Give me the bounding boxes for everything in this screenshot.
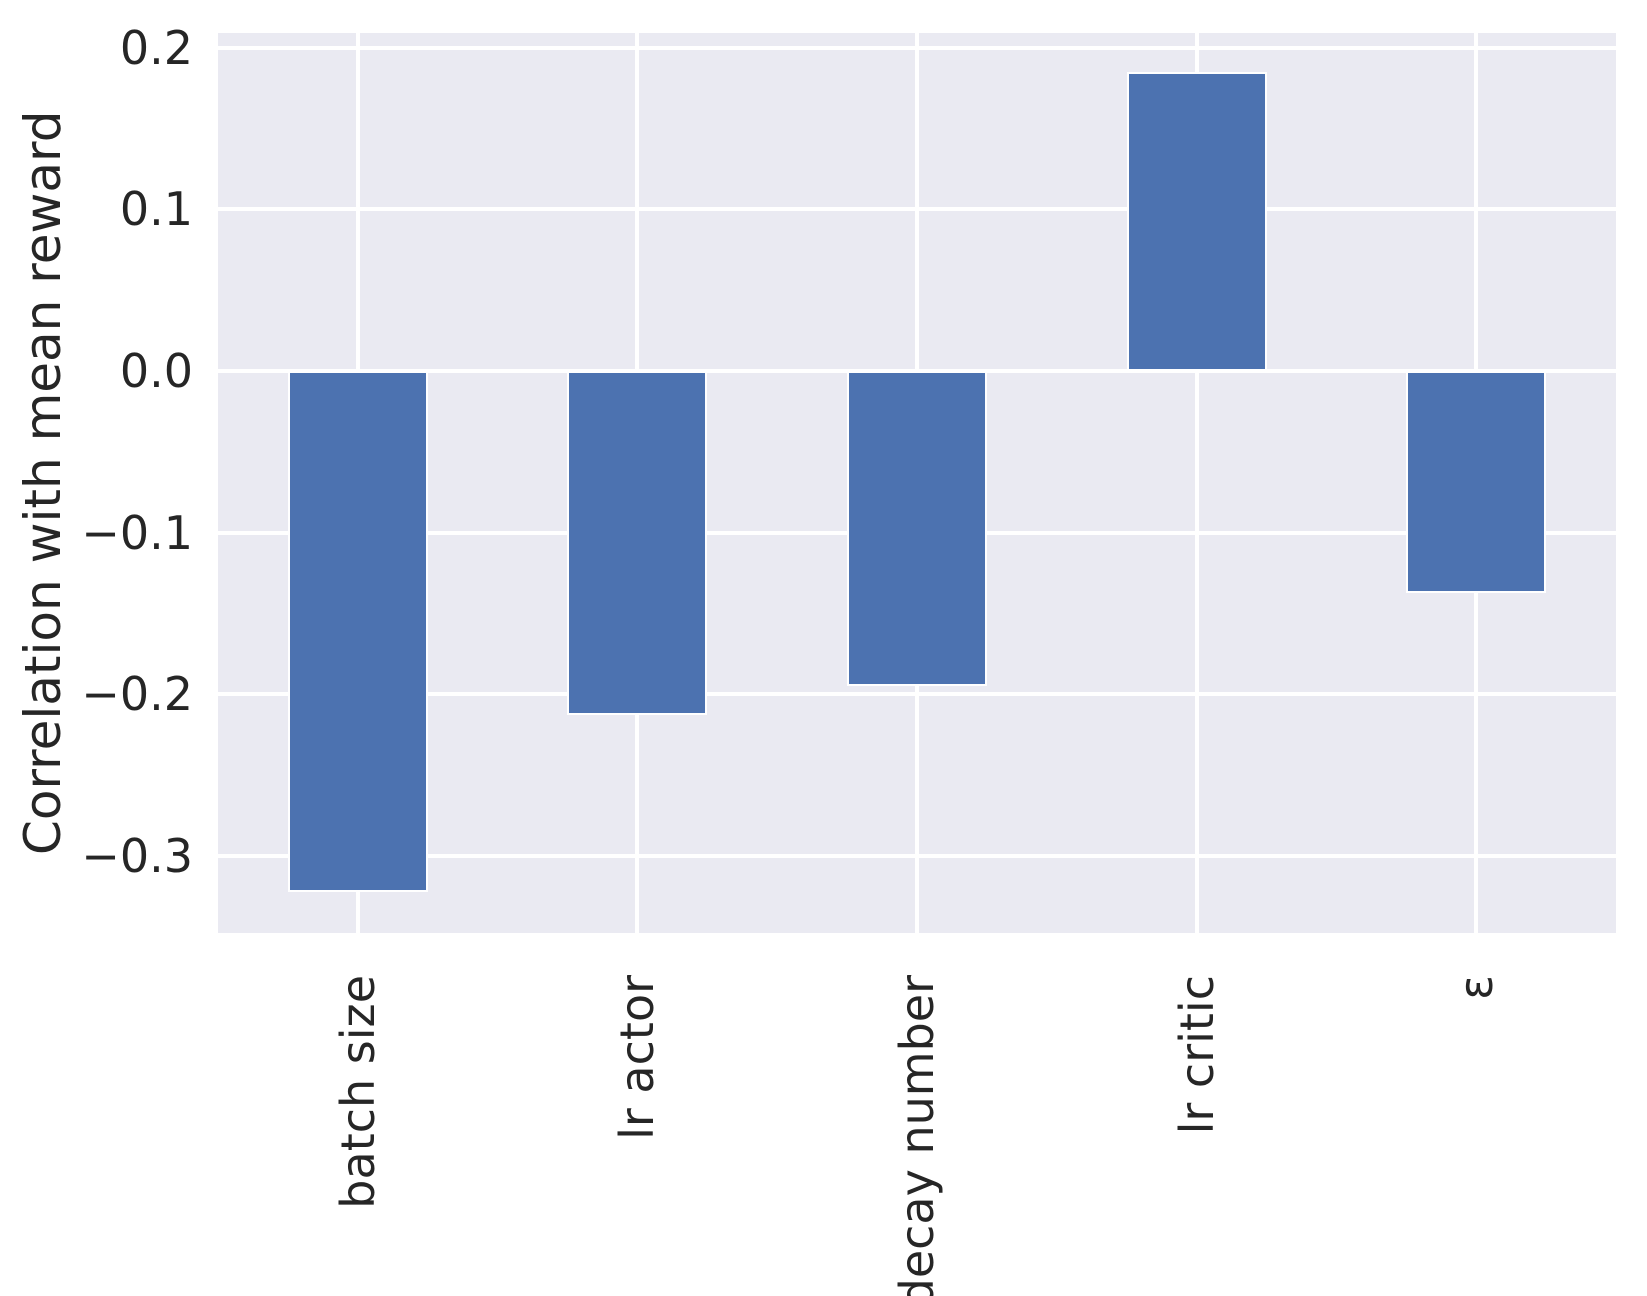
y-axis-label: Correlation with mean reward xyxy=(14,110,72,856)
bar-decay-number xyxy=(847,371,987,687)
x-tick-label: lr actor xyxy=(610,975,665,1140)
y-tick-label: 0.0 xyxy=(119,344,193,398)
bar-ε xyxy=(1406,371,1547,593)
x-gridline xyxy=(1194,33,1199,933)
y-tick-label: −0.3 xyxy=(81,829,193,884)
bar-lr-critic xyxy=(1126,71,1267,371)
y-tick-label: 0.1 xyxy=(119,182,193,237)
x-tick-label: ε xyxy=(1449,975,1504,1000)
plot-area xyxy=(218,33,1616,933)
bar-batch-size xyxy=(287,371,428,892)
x-tick-label: decay number xyxy=(890,975,944,1296)
y-tick-label: 0.2 xyxy=(119,20,193,75)
bar-lr-actor xyxy=(567,371,708,716)
y-tick-label: −0.2 xyxy=(81,667,193,722)
x-tick-label: batch size xyxy=(330,975,385,1209)
x-tick-label: lr critic xyxy=(1169,975,1224,1135)
y-tick-label: −0.1 xyxy=(81,505,193,560)
